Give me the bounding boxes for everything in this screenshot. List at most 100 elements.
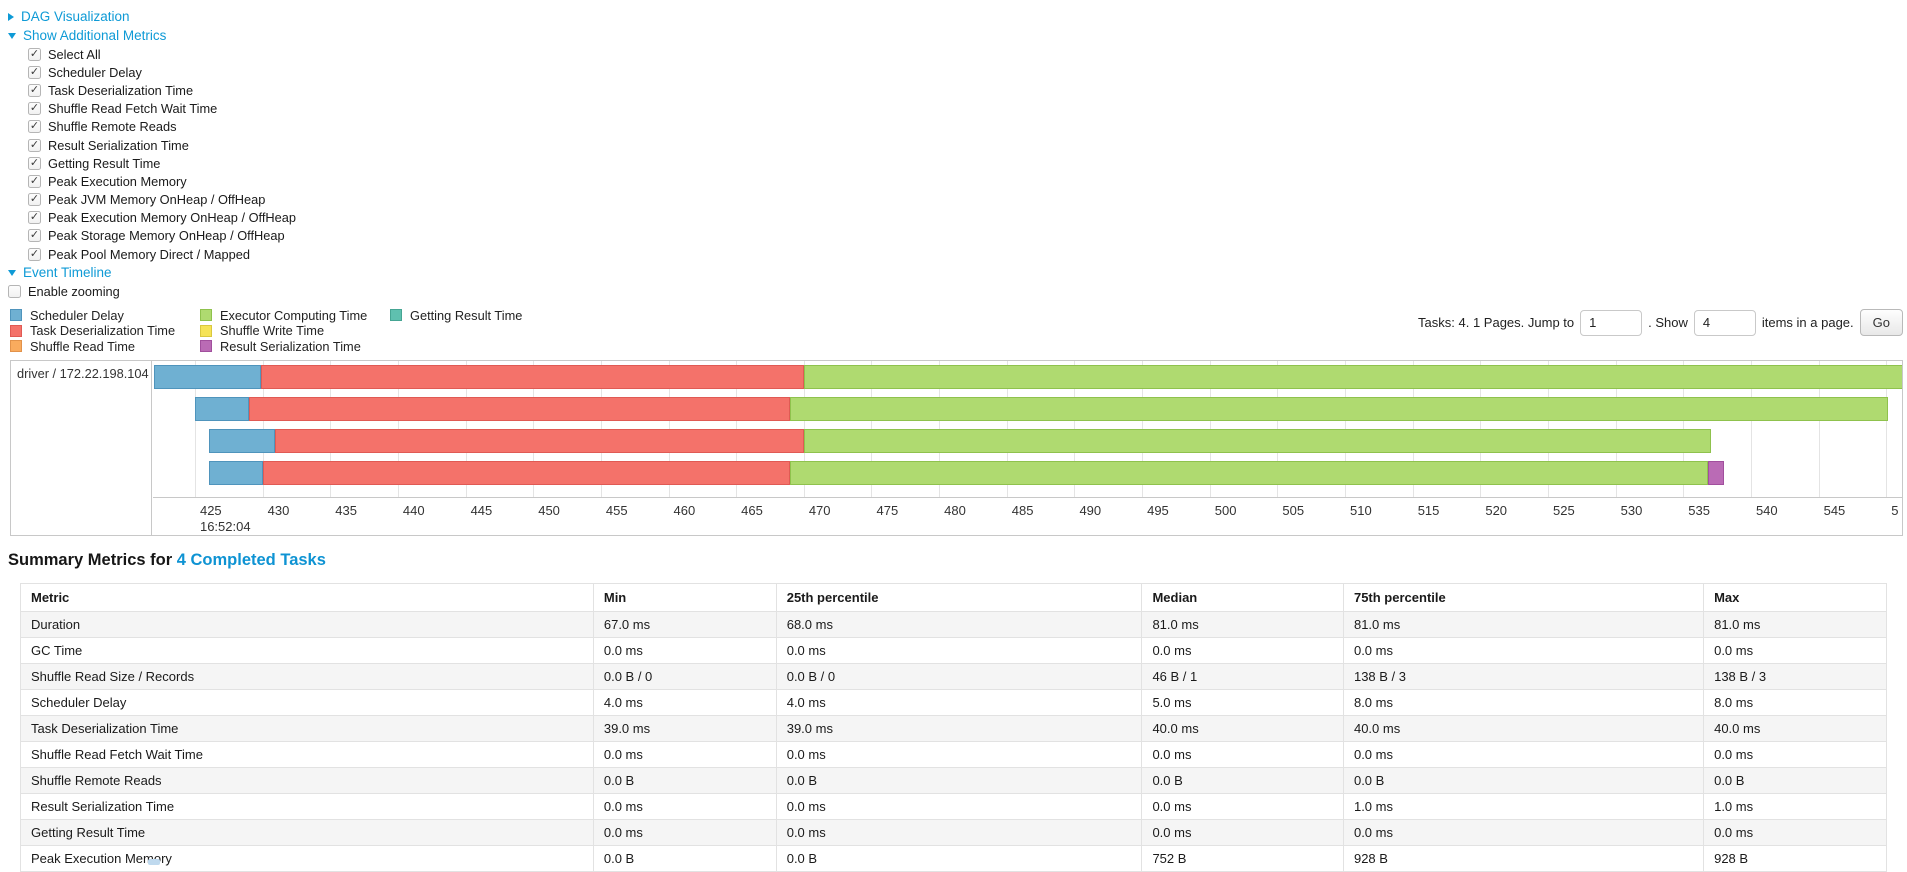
task-bar-row	[153, 364, 1902, 389]
checkbox[interactable]: ✓	[28, 65, 41, 79]
metric-checkbox-row: ✓ Peak Execution Memory OnHeap / OffHeap	[28, 209, 1907, 227]
completed-tasks-link[interactable]: 4 Completed Tasks	[176, 550, 326, 569]
timeline-legend: Scheduler Delay Task Deserialization Tim…	[10, 307, 522, 354]
checkbox[interactable]: ✓	[28, 193, 41, 207]
executor-row-label: driver / 172.22.198.104	[17, 365, 149, 381]
dag-visualization-toggle[interactable]: DAG Visualization	[8, 7, 1907, 26]
enable-zooming-checkbox[interactable]	[8, 284, 21, 298]
checkbox[interactable]: ✓	[28, 156, 41, 170]
value-cell: 0.0 ms	[592, 740, 777, 768]
axis-tick-label: 515	[1417, 502, 1440, 518]
value-cell: 81.0 ms	[1703, 610, 1887, 638]
value-cell: 5.0 ms	[1141, 688, 1344, 716]
task-segment-executor_computing[interactable]	[803, 364, 1902, 389]
task-segment-result_serialization[interactable]	[1707, 460, 1724, 485]
checkbox[interactable]: ✓	[28, 174, 41, 188]
value-cell: 0.0 B	[1342, 766, 1705, 794]
table-row: Shuffle Read Size / Records 0.0 B / 0 0.0 …	[20, 662, 1887, 690]
gridline	[1886, 360, 1888, 498]
timeline-label-column: driver / 172.22.198.104	[11, 360, 152, 535]
event-timeline-link[interactable]: Event Timeline	[23, 265, 112, 281]
show-additional-metrics-link[interactable]: Show Additional Metrics	[23, 28, 167, 43]
task-segment-executor_computing[interactable]	[789, 396, 1888, 421]
checkbox[interactable]: ✓	[28, 47, 41, 61]
go-button[interactable]: Go	[1859, 309, 1903, 337]
value-cell: 40.0 ms	[1141, 714, 1344, 742]
event-timeline-toggle[interactable]: Event Timeline	[8, 263, 1907, 282]
axis-tick-label: 450	[538, 502, 560, 518]
task-segment-task_deserialization[interactable]	[249, 396, 790, 421]
axis-tick-label: 465	[741, 502, 763, 518]
value-cell: 40.0 ms	[1342, 714, 1705, 742]
table-row: Duration 67.0 ms 68.0 ms 81.0 ms 81.0 ms 81.0…	[20, 610, 1887, 638]
axis-tick-label: 520	[1485, 502, 1508, 518]
checkbox-label: Result Serialization Time	[48, 137, 189, 153]
value-cell: 0.0 ms	[775, 636, 1143, 664]
metric-checkbox-row: ✓ Shuffle Remote Reads	[28, 118, 1907, 136]
value-cell: 4.0 ms	[592, 688, 777, 716]
legend-item: Executor Computing Time	[200, 307, 390, 323]
checkbox[interactable]: ✓	[28, 247, 41, 261]
table-row: GC Time 0.0 ms 0.0 ms 0.0 ms 0.0 ms 0.0 ms	[20, 636, 1887, 664]
value-cell: 0.0 ms	[1703, 636, 1887, 664]
checkbox[interactable]: ✓	[28, 120, 41, 134]
task-segment-scheduler_delay[interactable]	[208, 428, 276, 453]
value-cell: 0.0 ms	[1141, 792, 1344, 820]
value-cell: 0.0 ms	[1703, 818, 1887, 846]
axis-tick-label: 470	[808, 502, 831, 518]
legend-label: Scheduler Delay	[30, 307, 124, 323]
value-cell: 0.0 ms	[1342, 740, 1705, 768]
legend-swatch	[200, 309, 212, 322]
value-cell: 0.0 ms	[1141, 636, 1344, 664]
collapsed-arrow-icon	[8, 12, 14, 21]
value-cell: 81.0 ms	[1342, 610, 1705, 638]
metric-cell: Task Deserialization Time	[20, 714, 594, 742]
axis-tick-label: 440	[402, 502, 425, 518]
metric-cell: Shuffle Read Size / Records	[20, 662, 594, 690]
checkbox[interactable]: ✓	[28, 138, 41, 152]
metric-checkbox-row: ✓ Select All	[28, 45, 1907, 63]
value-cell: 0.0 ms	[775, 740, 1143, 768]
task-segment-executor_computing[interactable]	[803, 428, 1712, 453]
checkbox-label: Shuffle Remote Reads	[48, 119, 177, 135]
value-cell: 0.0 ms	[1703, 740, 1887, 768]
task-segment-scheduler_delay[interactable]	[194, 396, 250, 421]
task-segment-scheduler_delay[interactable]	[208, 460, 264, 485]
checkbox-label: Peak Execution Memory	[48, 173, 187, 189]
pagination: Tasks: 4. 1 Pages. Jump to . Show items …	[1418, 309, 1903, 337]
value-cell: 0.0 B / 0	[592, 662, 777, 690]
task-segment-executor_computing[interactable]	[789, 460, 1708, 485]
pagination-tasks-text: Tasks: 4. 1 Pages. Jump to	[1418, 315, 1575, 331]
axis-tick-label: 435	[335, 502, 357, 518]
dag-visualization-link[interactable]: DAG Visualization	[21, 9, 130, 24]
metric-checkbox-row: ✓ Shuffle Read Fetch Wait Time	[28, 100, 1907, 118]
checkbox[interactable]: ✓	[28, 211, 41, 225]
axis-tick-label: 495	[1147, 502, 1169, 518]
value-cell: 40.0 ms	[1703, 714, 1887, 742]
legend-label: Executor Computing Time	[220, 307, 368, 323]
axis-tick-label: 460	[673, 502, 696, 518]
checkbox-label: Shuffle Read Fetch Wait Time	[48, 101, 218, 117]
show-additional-metrics-toggle[interactable]: Show Additional Metrics	[8, 26, 1907, 45]
legend-label: Result Serialization Time	[220, 338, 361, 354]
task-segment-task_deserialization[interactable]	[263, 460, 790, 485]
axis-tick-label: 445	[470, 502, 493, 518]
table-row: Result Serialization Time 0.0 ms 0.0 ms 0.0…	[20, 792, 1887, 820]
items-per-page-input[interactable]	[1693, 309, 1756, 336]
task-segment-task_deserialization[interactable]	[275, 428, 804, 453]
legend-column: Getting Result Time	[390, 307, 522, 354]
table-row: Scheduler Delay 4.0 ms 4.0 ms 5.0 ms 8.0 ms 8…	[20, 688, 1887, 716]
column-header: Max	[1703, 582, 1887, 612]
axis-tick-label: 475	[876, 502, 899, 518]
task-segment-scheduler_delay[interactable]	[153, 364, 262, 389]
checkbox[interactable]: ✓	[28, 102, 41, 116]
metric-cell: GC Time	[20, 636, 594, 664]
checkbox-label: Getting Result Time	[48, 155, 161, 171]
checkbox[interactable]: ✓	[28, 229, 41, 243]
checkbox-label: Peak Storage Memory OnHeap / OffHeap	[48, 228, 285, 244]
jump-to-page-input[interactable]	[1580, 309, 1643, 336]
checkbox[interactable]: ✓	[28, 83, 41, 97]
metric-checkbox-row: ✓ Peak JVM Memory OnHeap / OffHeap	[28, 191, 1907, 209]
metric-checkbox-row: ✓ Getting Result Time	[28, 154, 1907, 172]
task-segment-task_deserialization[interactable]	[261, 364, 804, 389]
